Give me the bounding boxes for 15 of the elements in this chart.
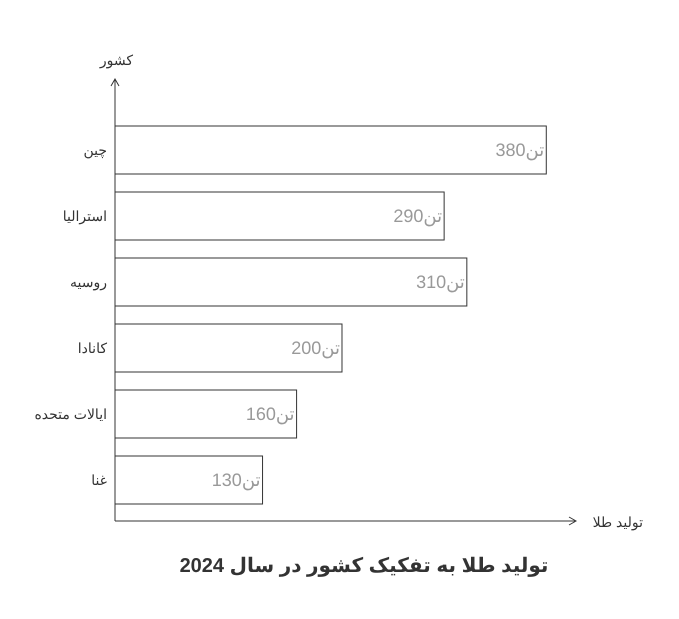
text: تولید طلا به تفکیک کشور در سال 2024 [180,555,548,577]
y-tick-label: ایالات متحده [34,406,107,422]
data-label: 160تن [246,404,295,425]
y-tick-label: روسیه [70,274,107,291]
y-tick-label: چین [83,142,107,159]
data-label: 380تن [496,140,544,161]
x-axis-title: تولید طلا [592,514,644,531]
y-tick-label: استرالیا [62,208,107,225]
data-label: 310تن [416,272,465,293]
data-label: 290تن [393,206,442,227]
y-tick-label: کانادا [78,340,108,356]
y-axis-title: کشور [98,52,134,69]
data-label: 200تن [291,338,340,359]
y-tick-label: غنا [91,472,107,488]
data-label: 130تن [212,470,261,491]
